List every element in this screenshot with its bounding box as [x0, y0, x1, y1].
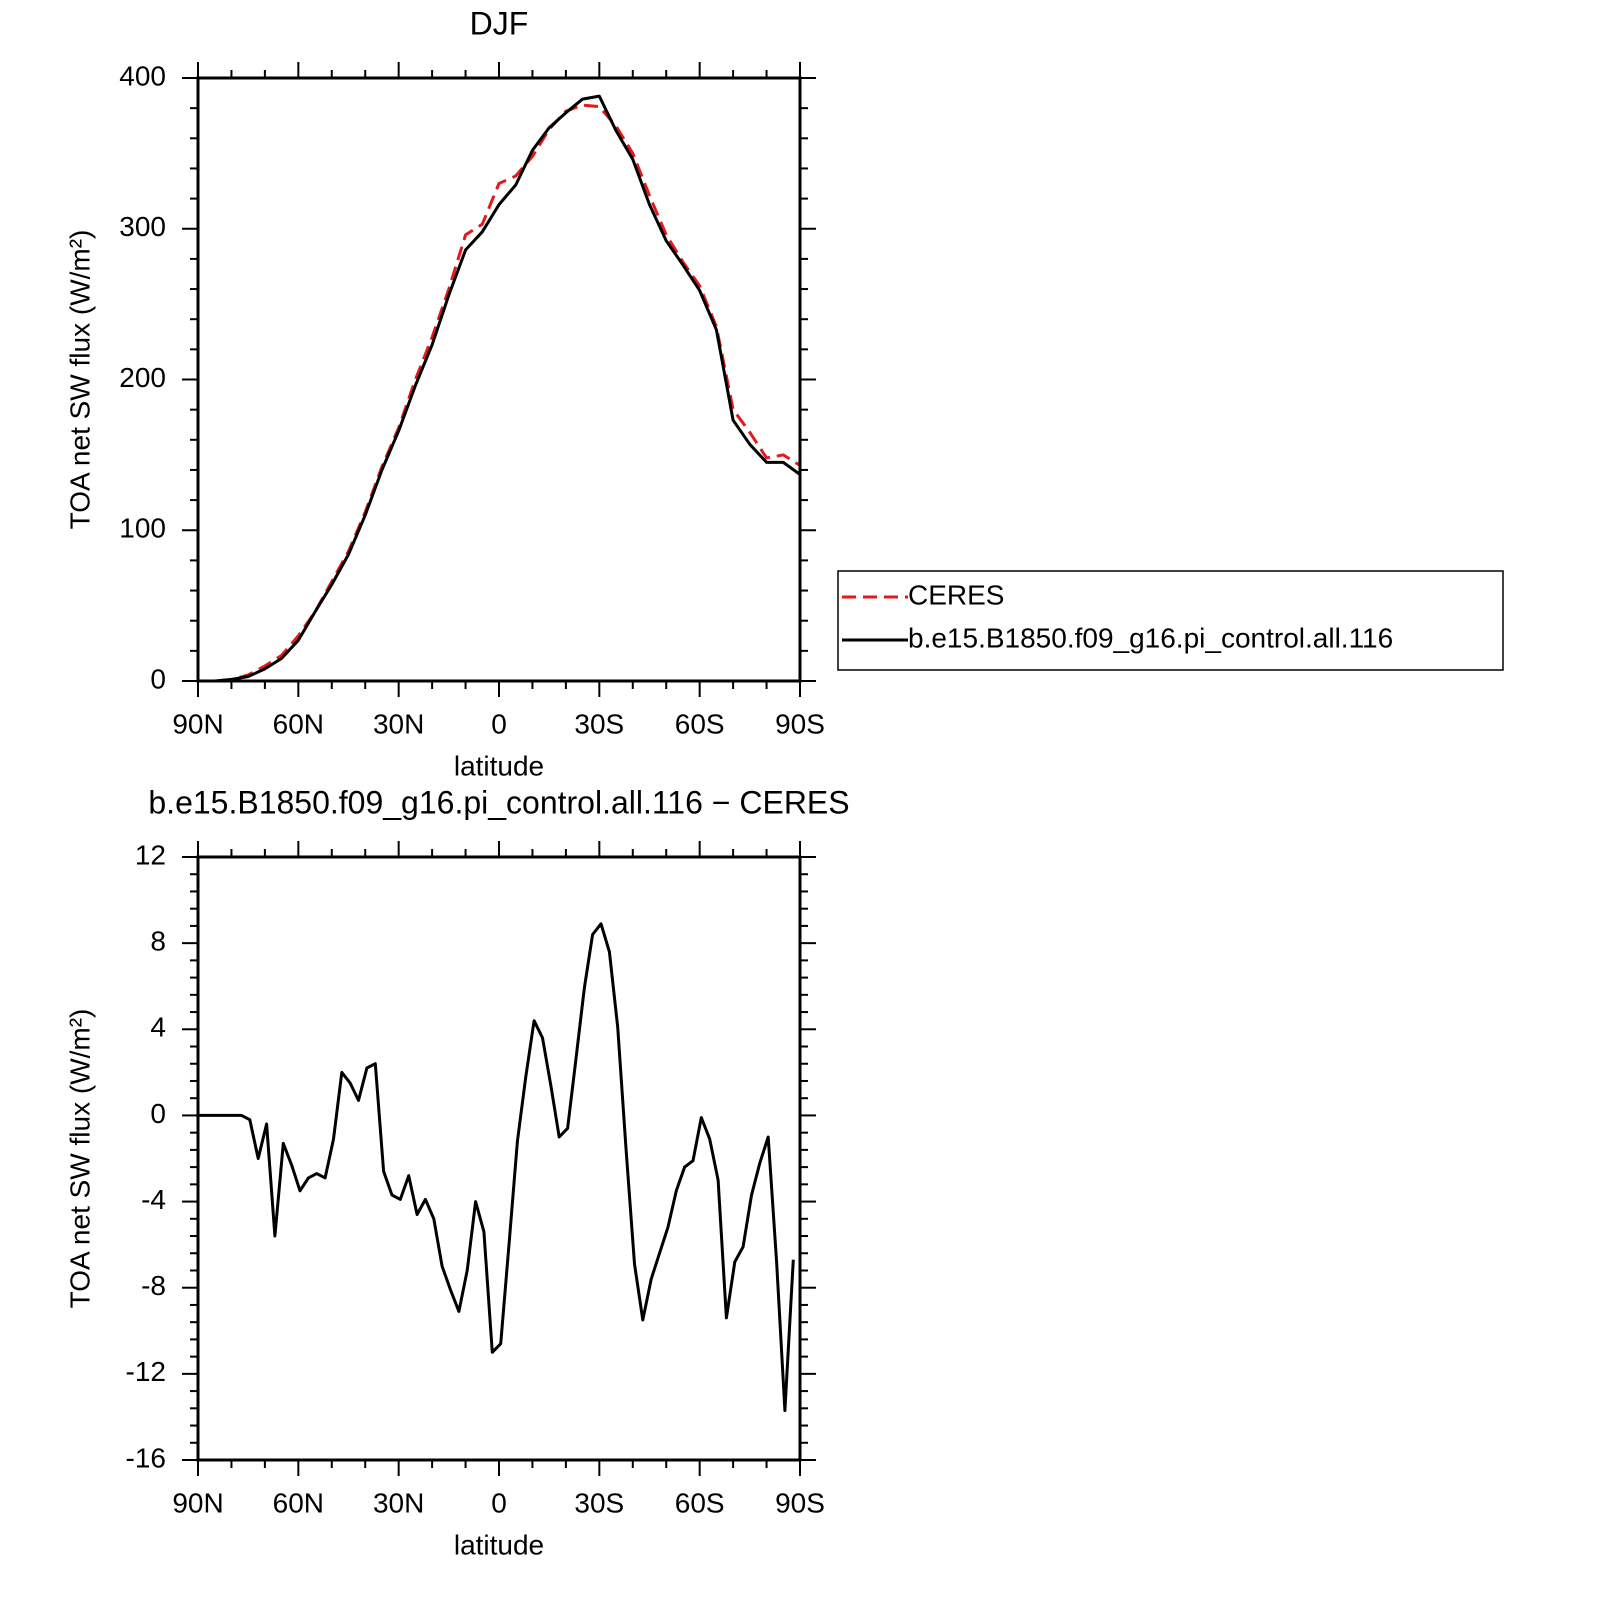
chart-title: DJF	[470, 5, 529, 41]
x-tick-label: 60S	[675, 1487, 725, 1518]
x-tick-label: 30N	[373, 708, 424, 739]
y-tick-label: 8	[150, 926, 166, 957]
y-tick-label: 12	[135, 839, 166, 870]
legend-label: b.e15.B1850.f09_g16.pi_control.all.116	[908, 622, 1393, 653]
x-tick-label: 60N	[273, 708, 324, 739]
legend: CERES b.e15.B1850.f09_g16.pi_control.all.…	[837, 570, 1504, 671]
plot-frame	[196, 855, 802, 1462]
y-tick-label: -4	[141, 1184, 166, 1215]
y-axis-label: TOA net SW flux (W/m²)	[64, 1009, 95, 1309]
y-axis-label: TOA net SW flux (W/m²)	[64, 230, 95, 530]
y-tick-label: 4	[150, 1012, 166, 1043]
plot-frame	[196, 76, 802, 683]
x-tick-label: 90S	[775, 708, 825, 739]
y-tick-label: 100	[119, 513, 166, 544]
x-axis-label: latitude	[454, 750, 544, 781]
data-line	[198, 922, 795, 1412]
x-tick-label: 30S	[574, 708, 624, 739]
data-line	[198, 103, 801, 683]
x-tick-label: 90N	[172, 708, 223, 739]
y-tick-label: 0	[150, 663, 166, 694]
y-tick-label: 0	[150, 1098, 166, 1129]
data-line	[198, 94, 801, 683]
x-tick-label: 60N	[273, 1487, 324, 1518]
chart-title: b.e15.B1850.f09_g16.pi_control.all.116 −…	[148, 784, 849, 820]
y-tick-label: -16	[126, 1442, 166, 1473]
x-tick-label: 30N	[373, 1487, 424, 1518]
y-tick-label: 400	[119, 60, 166, 91]
y-tick-label: 300	[119, 211, 166, 242]
x-tick-label: 30S	[574, 1487, 624, 1518]
x-axis-label: latitude	[454, 1529, 544, 1560]
y-tick-label: -12	[126, 1356, 166, 1387]
legend-label: CERES	[908, 579, 1004, 610]
x-tick-label: 0	[491, 1487, 507, 1518]
y-tick-label: -8	[141, 1270, 166, 1301]
y-tick-label: 200	[119, 362, 166, 393]
x-tick-label: 60S	[675, 708, 725, 739]
legend-box	[837, 570, 1504, 671]
x-tick-label: 90N	[172, 1487, 223, 1518]
x-tick-label: 0	[491, 708, 507, 739]
x-tick-label: 90S	[775, 1487, 825, 1518]
